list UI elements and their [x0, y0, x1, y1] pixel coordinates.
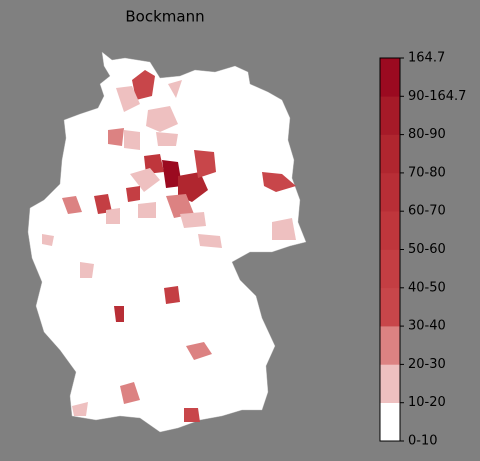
region [272, 218, 296, 240]
region [262, 172, 296, 192]
region [130, 168, 160, 192]
colorbar-segment [380, 249, 400, 289]
region [62, 196, 82, 214]
region [120, 382, 140, 404]
region [126, 186, 140, 202]
region [194, 150, 216, 178]
germany-map [27, 51, 307, 433]
region [156, 132, 178, 146]
colorbar-segment [380, 326, 400, 365]
colorbar: 0-10 10-20 20-30 30-40 40-50 50-60 60-70 70-80 8… [379, 51, 466, 449]
region [166, 194, 194, 218]
region [132, 70, 155, 100]
region [80, 262, 94, 278]
colorbar-segment [380, 211, 400, 250]
colorbar-label: 80-90 [408, 127, 446, 142]
colorbar-segment [380, 172, 400, 212]
colorbar-segment [380, 134, 400, 174]
colorbar-label: 50-60 [408, 242, 446, 257]
region [162, 160, 182, 188]
region [146, 106, 178, 132]
region [164, 286, 180, 304]
colorbar-segment [380, 364, 400, 403]
region [184, 408, 200, 422]
region [106, 208, 120, 224]
colorbar-label: 70-80 [408, 165, 446, 180]
colorbar-segment [380, 58, 400, 97]
colorbar-label: 0-10 [408, 434, 438, 449]
region [72, 402, 88, 416]
map-title: Bockmann [125, 8, 204, 26]
colorbar-label: 164.7 [408, 51, 445, 66]
colorbar-label: 10-20 [408, 395, 446, 410]
region [138, 202, 156, 218]
region [94, 194, 112, 214]
country-outline [27, 51, 307, 433]
region [168, 80, 182, 98]
region [116, 86, 140, 112]
region [180, 212, 206, 228]
region [108, 128, 124, 146]
colorbar-label: 20-30 [408, 357, 446, 372]
region [124, 130, 140, 150]
colorbar-segment [380, 287, 400, 327]
region [114, 306, 124, 322]
colorbar-label: 30-40 [408, 319, 446, 334]
colorbar-label: 40-50 [408, 280, 446, 295]
colorbar-label: 60-70 [408, 204, 446, 219]
region [42, 234, 54, 246]
region [198, 234, 222, 248]
colorbar-segment [380, 96, 400, 135]
region [186, 342, 212, 360]
colorbar-segment [380, 402, 400, 442]
colorbar-label: 90-164.7 [408, 89, 466, 104]
